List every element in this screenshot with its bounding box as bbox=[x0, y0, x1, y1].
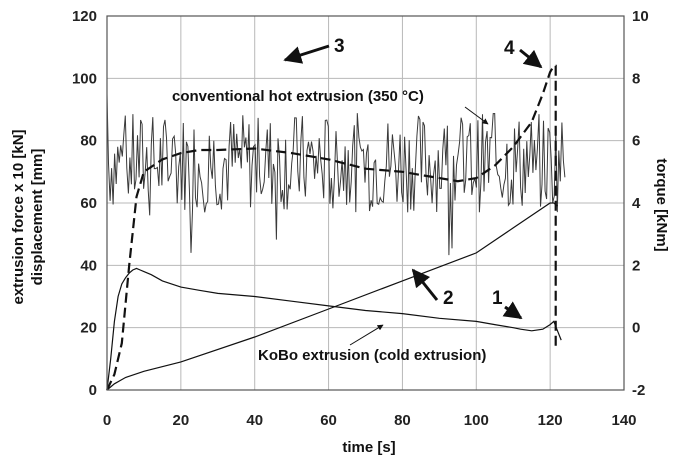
tick-labels: 0 20 40 60 80 100 120 140 0 20 40 60 80 100 120 -2 0 2 4 6 8… bbox=[72, 8, 649, 429]
axes bbox=[106, 15, 625, 391]
x-tick-label-140: 140 bbox=[611, 412, 636, 429]
series-conventional bbox=[106, 64, 557, 391]
y-left-axis-title-line2: displacement [mm] bbox=[29, 149, 46, 286]
arrow-1 bbox=[502, 301, 523, 320]
marker-1-label: 1 bbox=[492, 288, 503, 309]
y-right-tick-label--2: -2 bbox=[632, 382, 645, 399]
y-left-tick-label-40: 40 bbox=[80, 257, 97, 274]
y-right-tick-label-0: 0 bbox=[632, 320, 640, 337]
series-displacement bbox=[106, 202, 558, 391]
plot-frame bbox=[106, 15, 625, 391]
leader-conventional bbox=[464, 106, 489, 125]
x-tick-label-40: 40 bbox=[246, 412, 263, 429]
x-axis-title: time [s] bbox=[342, 439, 395, 456]
x-tick-label-120: 120 bbox=[538, 412, 563, 429]
marker-3-label: 3 bbox=[334, 36, 345, 57]
marker-2-label: 2 bbox=[443, 288, 454, 309]
annotation-arrows bbox=[283, 44, 543, 320]
x-tick-label-20: 20 bbox=[173, 412, 190, 429]
y-left-axis-title-line1: extrusion force x 10 [kN] bbox=[10, 129, 27, 304]
y-left-tick-label-120: 120 bbox=[72, 8, 97, 25]
arrow-2 bbox=[411, 268, 439, 301]
y-right-tick-label-2: 2 bbox=[632, 257, 640, 274]
x-tick-label-0: 0 bbox=[103, 412, 111, 429]
series-torque bbox=[106, 93, 566, 256]
y-right-tick-label-8: 8 bbox=[632, 70, 640, 87]
arrow-4 bbox=[519, 48, 543, 69]
x-tick-label-100: 100 bbox=[464, 412, 489, 429]
y-right-axis-title: torque [kNm] bbox=[653, 158, 670, 251]
x-tick-label-80: 80 bbox=[394, 412, 411, 429]
marker-4-label: 4 bbox=[504, 38, 515, 59]
label-kobo-extrusion: KoBo extrusion (cold extrusion) bbox=[258, 347, 486, 364]
y-left-tick-label-60: 60 bbox=[80, 195, 97, 212]
y-right-tick-label-4: 4 bbox=[632, 195, 641, 212]
label-conventional-hot-extrusion: conventional hot extrusion (350 °C) bbox=[172, 88, 424, 105]
series-kobo_force bbox=[106, 267, 562, 391]
leader-kobo bbox=[349, 324, 384, 346]
y-left-tick-label-80: 80 bbox=[80, 133, 97, 150]
y-left-tick-label-0: 0 bbox=[89, 382, 97, 399]
y-right-tick-label-6: 6 bbox=[632, 133, 640, 150]
arrow-3 bbox=[283, 44, 330, 64]
y-left-tick-label-100: 100 bbox=[72, 70, 97, 87]
y-right-tick-label-10: 10 bbox=[632, 8, 649, 25]
y-left-tick-label-20: 20 bbox=[80, 320, 97, 337]
annotation-leaders bbox=[349, 106, 489, 346]
x-tick-label-60: 60 bbox=[320, 412, 337, 429]
series-layer bbox=[106, 64, 566, 391]
